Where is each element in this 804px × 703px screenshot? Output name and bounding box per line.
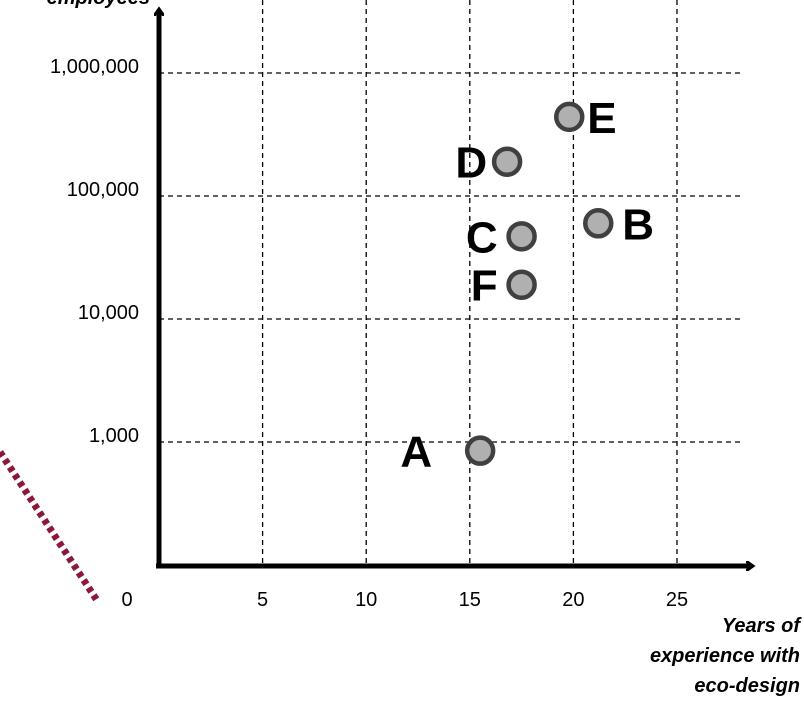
axes [156, 10, 752, 566]
point-label-e: E [587, 94, 616, 143]
y-tick-label: 100,000 [67, 179, 139, 201]
data-points: A B CD E F [400, 94, 654, 477]
dotted-connector-line [0, 450, 101, 604]
y-axis-title: employees [47, 0, 150, 9]
x-tick-label: 5 [257, 589, 268, 611]
data-point-e [554, 101, 585, 133]
x-tick-label: 0 [121, 589, 132, 611]
point-label-b: B [622, 200, 654, 249]
x-tick-label: 25 [666, 589, 688, 611]
y-tick-label: 1,000 [89, 425, 139, 447]
data-point-f [506, 269, 537, 300]
tick-labels: 0 5 10 15 20 25 1,000 10,000 100,000 1,000,000 [50, 56, 688, 611]
point-label-d: D [455, 139, 487, 188]
point-label-f: F [471, 262, 498, 311]
x-tick-label: 20 [562, 589, 584, 611]
x-tick-label: 10 [355, 589, 377, 611]
data-point-b [583, 208, 614, 239]
point-label-c: C [466, 213, 498, 262]
data-point-c [506, 221, 537, 252]
axis-titles: Years of experience with eco-design employe… [47, 0, 803, 697]
y-tick-label: 10,000 [78, 302, 139, 324]
grid-lines [159, 0, 740, 566]
x-axis-title-line: Years of [722, 615, 803, 637]
y-tick-label: 1,000,000 [50, 56, 139, 78]
point-label-a: A [400, 428, 432, 477]
x-axis-title-line: experience with [650, 645, 800, 667]
x-axis-title-line: eco-design [694, 675, 800, 697]
data-point-d [491, 146, 523, 177]
data-point-a [464, 435, 496, 466]
decorative-dotted-line [0, 450, 101, 604]
x-tick-label: 15 [459, 589, 481, 611]
